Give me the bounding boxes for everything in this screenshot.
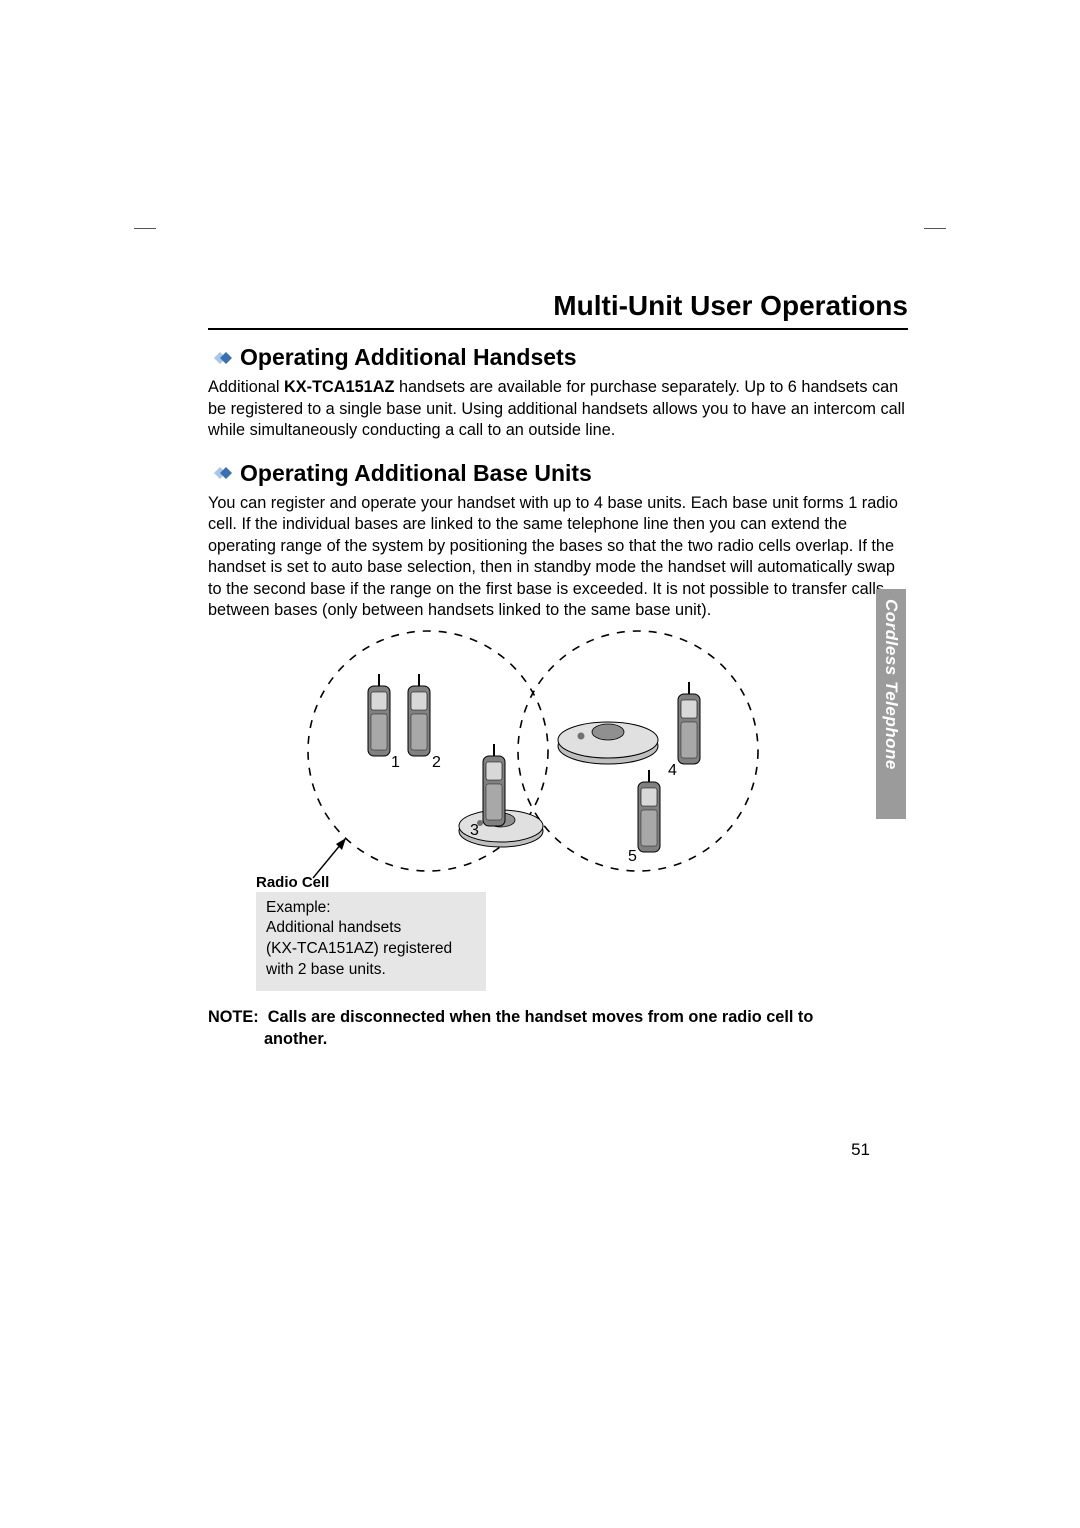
model-number: KX-TCA151AZ bbox=[284, 378, 394, 396]
handset-label-2: 2 bbox=[432, 754, 441, 772]
diagram-svg bbox=[208, 626, 908, 886]
example-box: Example: Additional handsets (KX-TCA151A… bbox=[256, 892, 486, 992]
section-heading-text: Operating Additional Handsets bbox=[240, 344, 577, 371]
page-number: 51 bbox=[851, 1140, 870, 1160]
handset-label-4: 4 bbox=[668, 762, 677, 780]
diamond-bullet-icon bbox=[208, 350, 234, 366]
example-line1: Example: bbox=[266, 898, 476, 919]
section1-body: Additional KX-TCA151AZ handsets are avai… bbox=[208, 377, 908, 442]
section2-body: You can register and operate your handse… bbox=[208, 493, 908, 622]
crop-mark bbox=[134, 228, 156, 229]
example-line2: Additional handsets bbox=[266, 918, 476, 939]
page-title: Multi-Unit User Operations bbox=[208, 290, 908, 330]
diamond-bullet-icon bbox=[208, 465, 234, 481]
radio-cell-label: Radio Cell bbox=[256, 874, 329, 891]
example-line4: with 2 base units. bbox=[266, 960, 476, 981]
note: NOTE: Calls are disconnected when the ha… bbox=[208, 1006, 908, 1050]
radio-cell-diagram: 1 2 3 4 5 Radio Cell Example: Additional… bbox=[208, 626, 908, 956]
section-tab: Cordless Telephone bbox=[876, 589, 906, 819]
example-line3: (KX-TCA151AZ) registered bbox=[266, 939, 476, 960]
section-heading-text: Operating Additional Base Units bbox=[240, 460, 592, 487]
section-heading-handsets: Operating Additional Handsets bbox=[208, 344, 908, 371]
content-area: Multi-Unit User Operations Operating Add… bbox=[208, 290, 908, 1050]
body-prefix: Additional bbox=[208, 378, 284, 396]
note-line2: another. bbox=[208, 1028, 908, 1050]
manual-page: Multi-Unit User Operations Operating Add… bbox=[0, 0, 1080, 1528]
handset-label-5: 5 bbox=[628, 848, 637, 866]
note-line1: Calls are disconnected when the handset … bbox=[268, 1008, 814, 1026]
note-prefix: NOTE: bbox=[208, 1008, 259, 1026]
crop-mark bbox=[924, 228, 946, 229]
section-heading-base-units: Operating Additional Base Units bbox=[208, 460, 908, 487]
handset-label-3: 3 bbox=[470, 822, 479, 840]
handset-label-1: 1 bbox=[391, 754, 400, 772]
